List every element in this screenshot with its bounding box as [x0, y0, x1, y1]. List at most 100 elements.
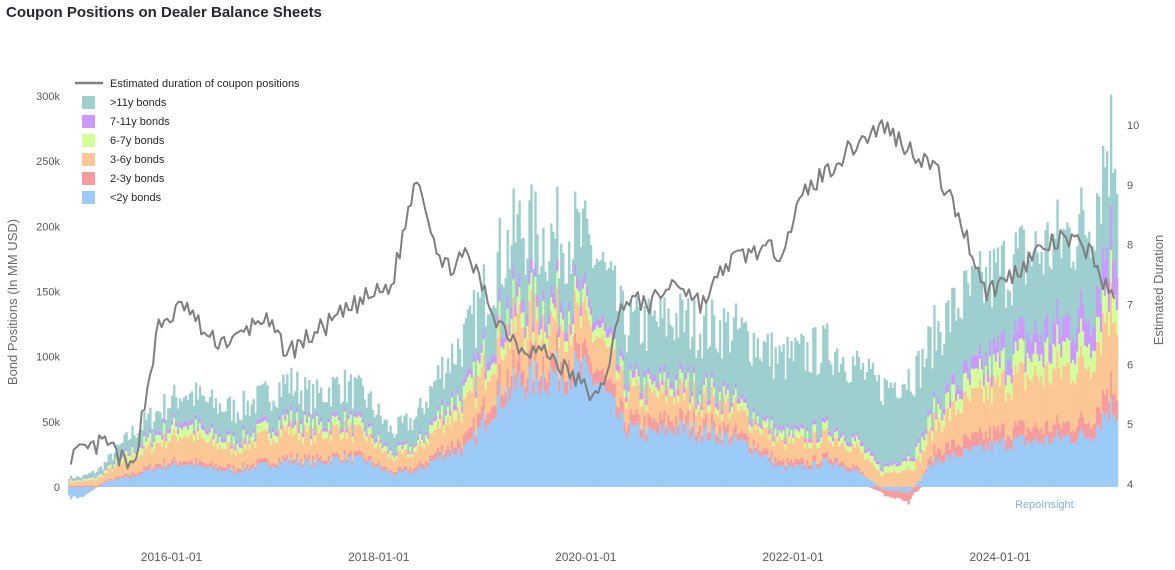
- bar-segment: [145, 471, 148, 487]
- bar-segment: [472, 377, 476, 418]
- bar-segment: [411, 470, 414, 475]
- bar-segment: [367, 427, 370, 435]
- bar-segment: [83, 480, 87, 486]
- bar-segment: [726, 383, 730, 390]
- bar-segment: [921, 436, 924, 450]
- bar-segment: [167, 467, 170, 487]
- bar-segment: [665, 336, 668, 390]
- bar-segment: [750, 365, 754, 425]
- bar-segment: [968, 295, 972, 374]
- bar-segment: [153, 441, 156, 449]
- bar-segment: [278, 429, 281, 458]
- bar-segment: [210, 389, 214, 424]
- bar-segment: [458, 401, 462, 413]
- bar-segment: [790, 429, 793, 437]
- bar-segment: [216, 471, 220, 487]
- bar-segment: [937, 403, 940, 419]
- bar-segment: [728, 439, 732, 446]
- bar-segment: [518, 272, 521, 288]
- bar-segment: [980, 446, 984, 487]
- bar-segment: [931, 468, 934, 487]
- bar-segment: [756, 416, 759, 423]
- bar-segment: [695, 434, 698, 443]
- bar-segment: [69, 480, 73, 486]
- bar-segment: [280, 429, 283, 438]
- bar-segment: [93, 477, 97, 479]
- bar-segment: [693, 366, 696, 373]
- bar-segment: [824, 458, 827, 487]
- bar-segment: [405, 466, 408, 471]
- bar-segment: [1111, 323, 1115, 395]
- bar-segment: [464, 432, 468, 444]
- bar-segment: [534, 191, 537, 264]
- bar-segment: [325, 431, 329, 439]
- bar-segment: [454, 410, 458, 422]
- bar-segment: [581, 302, 585, 343]
- bar-segment: [532, 268, 535, 323]
- bar-segment: [615, 370, 619, 379]
- bar-segment: [720, 410, 724, 415]
- bar-segment: [784, 444, 787, 450]
- bar-segment: [649, 378, 652, 388]
- bar-segment: [514, 374, 517, 390]
- bar-segment: [560, 312, 563, 326]
- bar-segment: [347, 457, 351, 487]
- bar-segment: [234, 455, 237, 471]
- bar-segment: [413, 444, 416, 448]
- bar-segment: [425, 461, 428, 466]
- bar-segment: [1056, 430, 1059, 487]
- bar-segment: [701, 416, 704, 436]
- bar-segment: [347, 381, 351, 415]
- bar-segment: [748, 452, 752, 487]
- bar-segment: [276, 432, 279, 437]
- bar-segment: [1107, 311, 1111, 336]
- bar-segment: [421, 408, 424, 437]
- bar-segment: [186, 429, 190, 439]
- bar-segment: [949, 460, 952, 487]
- bar-segment: [1048, 382, 1051, 432]
- bar-segment: [865, 477, 869, 478]
- bar-segment: [230, 454, 233, 471]
- bar-segment: [772, 441, 775, 447]
- bar-segment: [272, 432, 275, 440]
- bar-segment: [439, 428, 442, 453]
- bar-segment: [826, 415, 829, 421]
- bar-segment: [1109, 371, 1113, 399]
- bar-segment: [296, 412, 299, 423]
- bar-segment: [637, 384, 640, 415]
- bar-segment: [988, 377, 992, 427]
- bar-segment: [730, 406, 734, 415]
- bar-segment: [887, 473, 890, 487]
- bar-segment: [1006, 359, 1010, 375]
- bar-segment: [917, 437, 920, 443]
- bar-segment: [681, 299, 684, 366]
- bar-segment: [272, 462, 275, 467]
- bar-segment: [236, 443, 239, 450]
- bar-segment: [357, 450, 361, 455]
- bar-segment: [538, 334, 541, 347]
- bar-segment: [744, 402, 748, 411]
- bar-segment: [274, 467, 277, 487]
- bar-segment: [482, 339, 486, 355]
- bar-segment: [818, 463, 821, 468]
- bar-segment: [204, 401, 208, 430]
- bar-segment: [71, 487, 75, 497]
- bar-segment: [448, 373, 452, 411]
- bar-segment: [1052, 343, 1055, 368]
- bar-segment: [1115, 276, 1119, 311]
- bar-segment: [341, 431, 345, 439]
- bar-segment: [760, 361, 763, 426]
- bar-segment: [357, 375, 361, 411]
- bar-segment: [270, 435, 273, 439]
- bar-segment: [514, 316, 517, 332]
- bar-segment: [306, 457, 309, 462]
- bar-segment: [734, 423, 738, 433]
- bar-segment: [585, 347, 589, 364]
- bar-segment: [905, 461, 908, 471]
- bar-segment: [1036, 333, 1039, 355]
- x-tick-label: 2020-01-01: [555, 550, 617, 564]
- bar-segment: [490, 375, 494, 408]
- bar-segment: [996, 352, 1000, 375]
- bar-segment: [992, 440, 996, 487]
- bar-segment: [689, 430, 692, 440]
